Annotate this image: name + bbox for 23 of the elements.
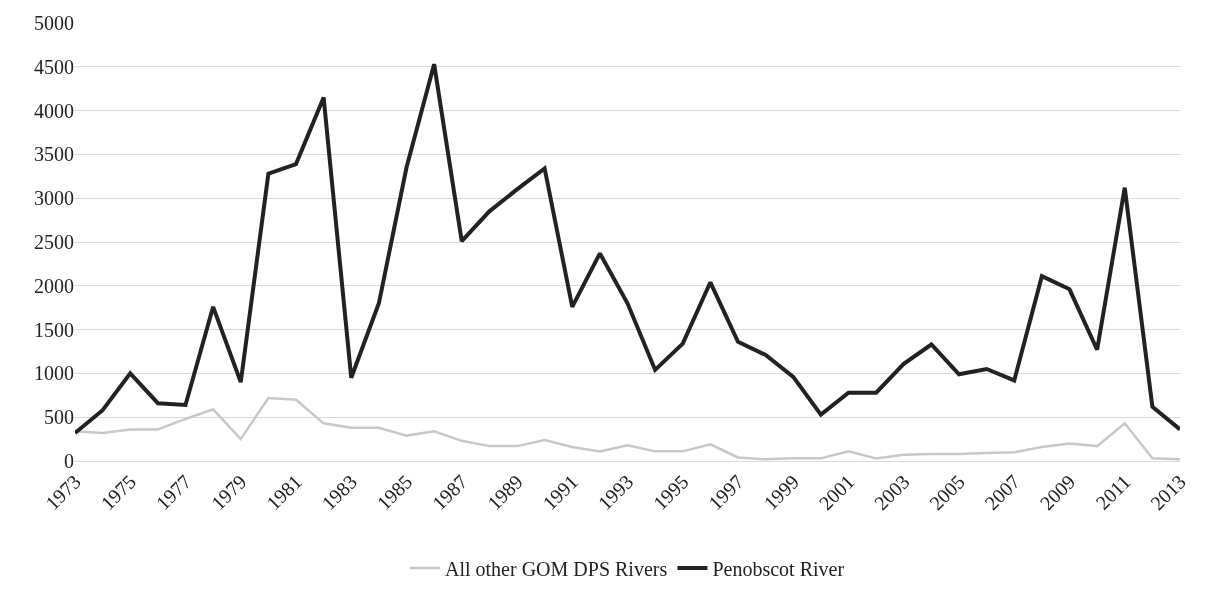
legend-label: Penobscot River <box>712 557 845 580</box>
y-tick-label: 5000 <box>34 12 74 34</box>
x-tick-label: 1999 <box>759 470 804 515</box>
x-tick-label: 1973 <box>41 470 85 515</box>
x-tick-label: 2011 <box>1091 470 1135 514</box>
y-tick-label: 3500 <box>34 143 74 166</box>
y-tick-label: 4500 <box>34 55 74 78</box>
x-tick-label: 1991 <box>538 470 583 515</box>
x-tick-label: 1993 <box>593 470 638 515</box>
y-tick-label: 1000 <box>34 362 74 385</box>
y-tick-label: 4000 <box>34 99 74 122</box>
legend-label: All other GOM DPS Rivers <box>445 557 668 580</box>
line-series <box>75 62 1180 435</box>
y-tick-label: 0 <box>64 450 74 472</box>
y-tick-label: 500 <box>44 406 74 429</box>
x-tick-label: 1983 <box>317 470 362 515</box>
x-tick-label: 1989 <box>483 470 527 515</box>
y-tick-label: 2500 <box>34 231 74 253</box>
x-tick-label: 1979 <box>206 470 251 515</box>
y-tick-label: 2000 <box>34 274 74 297</box>
y-tick-label: 1500 <box>34 318 74 341</box>
x-tick-label: 1981 <box>262 470 306 515</box>
y-tick-label: 3000 <box>34 187 74 210</box>
